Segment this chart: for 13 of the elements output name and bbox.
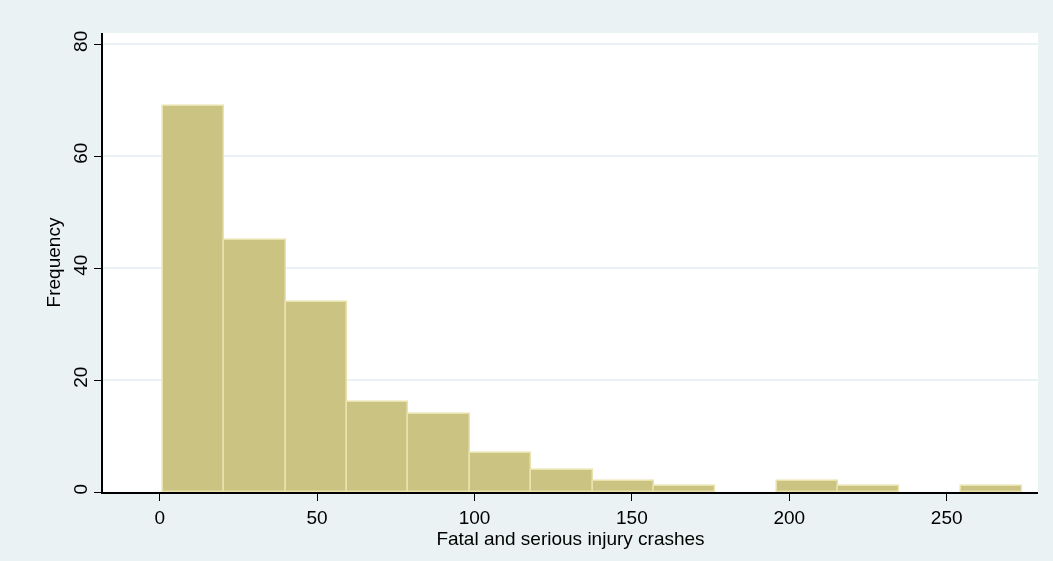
y-tick-label: 0 — [69, 483, 91, 495]
x-tick-label: 100 — [458, 506, 491, 528]
x-tick-label: 200 — [773, 506, 806, 528]
x-tick-label: 50 — [306, 506, 328, 528]
y-axis-title: Frequency — [43, 217, 64, 308]
y-tick-label: 40 — [69, 254, 91, 276]
x-tick-label: 250 — [930, 506, 963, 528]
y-tick-label: 60 — [69, 142, 91, 164]
x-tick-label: 0 — [154, 506, 165, 528]
x-axis-title: Fatal and serious injury crashes — [436, 527, 705, 549]
y-tick-label: 80 — [69, 30, 91, 52]
y-tick-label: 20 — [69, 366, 91, 388]
x-tick-label: 150 — [616, 506, 648, 528]
